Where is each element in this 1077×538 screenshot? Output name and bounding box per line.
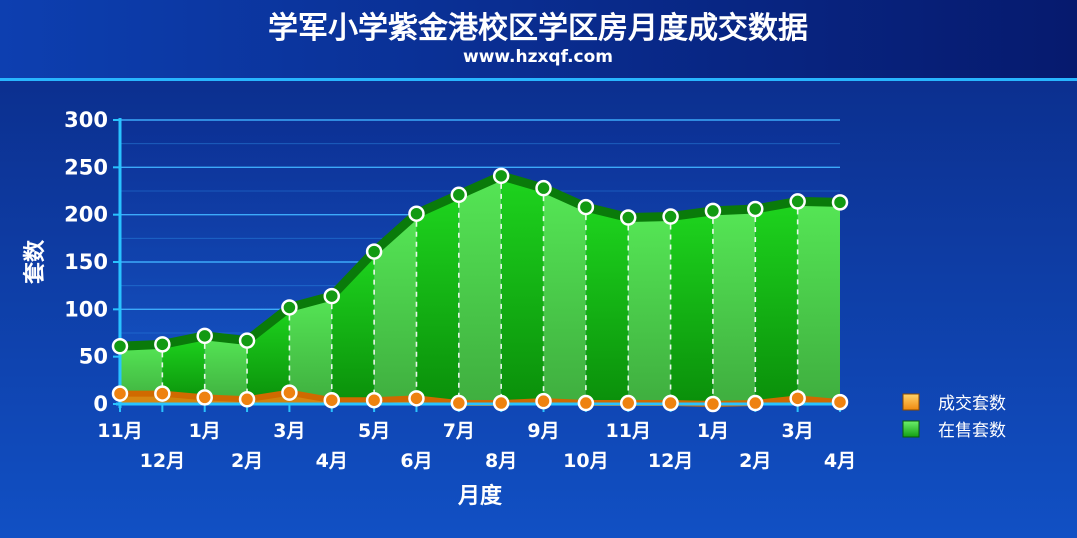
deals-marker [450, 394, 468, 412]
deals-marker [662, 394, 679, 412]
x-tick-label: 5月 [358, 420, 390, 442]
legend-swatch-deals [902, 393, 920, 411]
legend: 成交套数 在售套数 [902, 393, 1006, 441]
x-axis-label: 月度 [457, 483, 503, 509]
listing-marker [662, 208, 679, 225]
x-tick-label: 9月 [527, 420, 559, 442]
deals-marker [111, 385, 129, 402]
listing-area-band [755, 201, 798, 404]
y-axis-label: 套数 [22, 239, 48, 284]
deals-marker [747, 394, 764, 412]
listing-marker [450, 186, 468, 204]
deals-marker [619, 394, 637, 412]
x-tick-label: 3月 [273, 420, 305, 442]
listing-marker [111, 338, 129, 355]
listing-marker [747, 200, 764, 218]
data-markers [111, 167, 849, 413]
x-tick-label: 1月 [189, 420, 221, 442]
deals-marker [154, 385, 171, 402]
x-tick-label: 4月 [824, 450, 856, 472]
x-tick-label: 12月 [648, 450, 693, 472]
listing-area-band [204, 335, 248, 404]
header-band [0, 0, 1077, 78]
listing-marker [408, 205, 425, 222]
x-tick-label: 12月 [140, 450, 185, 472]
listing-marker [577, 198, 595, 216]
chart-subtitle: www.hzxqf.com [463, 47, 613, 67]
deals-marker [704, 395, 722, 413]
listing-area-band [289, 296, 332, 404]
deals-marker [831, 393, 849, 411]
x-tick-label: 2月 [739, 450, 771, 472]
x-tick-label: 1月 [697, 420, 729, 442]
listing-area-band [797, 201, 840, 404]
deals-marker [323, 391, 341, 409]
listing-marker [238, 332, 256, 349]
x-tick-label: 6月 [400, 450, 432, 472]
listing-marker [535, 179, 552, 197]
legend-label-listings: 在售套数 [938, 421, 1006, 441]
y-tick-label: 150 [64, 250, 108, 274]
deals-marker [577, 394, 595, 412]
x-tick-label: 3月 [782, 420, 814, 442]
listing-area-band [585, 207, 629, 404]
listing-marker [619, 209, 637, 226]
x-tick-label: 4月 [316, 450, 348, 472]
listing-area-band [670, 210, 713, 404]
y-tick-label: 50 [79, 345, 108, 369]
y-tick-label: 0 [93, 392, 108, 416]
header-divider [0, 78, 1077, 81]
x-tick-label: 11月 [97, 420, 142, 442]
listing-area-band [416, 194, 459, 404]
deals-marker [535, 392, 552, 410]
deals-marker [492, 394, 510, 412]
y-tick-labels: 0 50 100 150 200 250 300 [64, 108, 108, 416]
listing-area-band [712, 208, 756, 404]
x-tick-label: 2月 [231, 450, 263, 472]
deals-marker [238, 391, 256, 408]
listing-marker [154, 336, 171, 353]
listing-area-band [458, 175, 502, 404]
x-tick-labels: 11月12月1月2月3月4月5月6月7月8月9月10月11月12月1月2月3月4… [97, 420, 856, 472]
legend-swatch-listings [902, 420, 920, 438]
listing-marker [789, 193, 806, 210]
listing-area-band [628, 216, 671, 404]
y-tick-label: 100 [64, 297, 108, 321]
x-tick-label: 8月 [485, 450, 517, 472]
listing-area-band [162, 335, 205, 404]
listing-area-band [543, 188, 586, 404]
x-tick-label: 11月 [606, 420, 651, 442]
y-tick-label: 250 [64, 155, 108, 179]
listing-area-band [374, 213, 417, 404]
listing-marker [365, 243, 383, 260]
legend-label-deals: 成交套数 [938, 394, 1006, 414]
listing-area-band [501, 175, 544, 404]
listing-marker [831, 194, 849, 211]
deals-marker [281, 384, 298, 401]
deals-marker [789, 390, 806, 407]
x-tick-label: 10月 [563, 450, 608, 472]
listing-marker [323, 287, 341, 305]
y-tick-label: 200 [64, 203, 108, 227]
listing-marker [704, 202, 722, 220]
listing-marker [196, 327, 213, 345]
deals-marker [408, 390, 425, 407]
listing-area-band [120, 344, 163, 404]
y-tick-label: 300 [64, 108, 108, 132]
listing-marker [492, 167, 510, 185]
deals-marker [365, 391, 383, 409]
deals-marker [196, 389, 213, 406]
listing-marker [281, 299, 298, 316]
chart-title: 学军小学紫金港校区学区房月度成交数据 [268, 11, 808, 46]
listing-area-band [247, 307, 290, 404]
x-tick-label: 7月 [443, 420, 475, 442]
